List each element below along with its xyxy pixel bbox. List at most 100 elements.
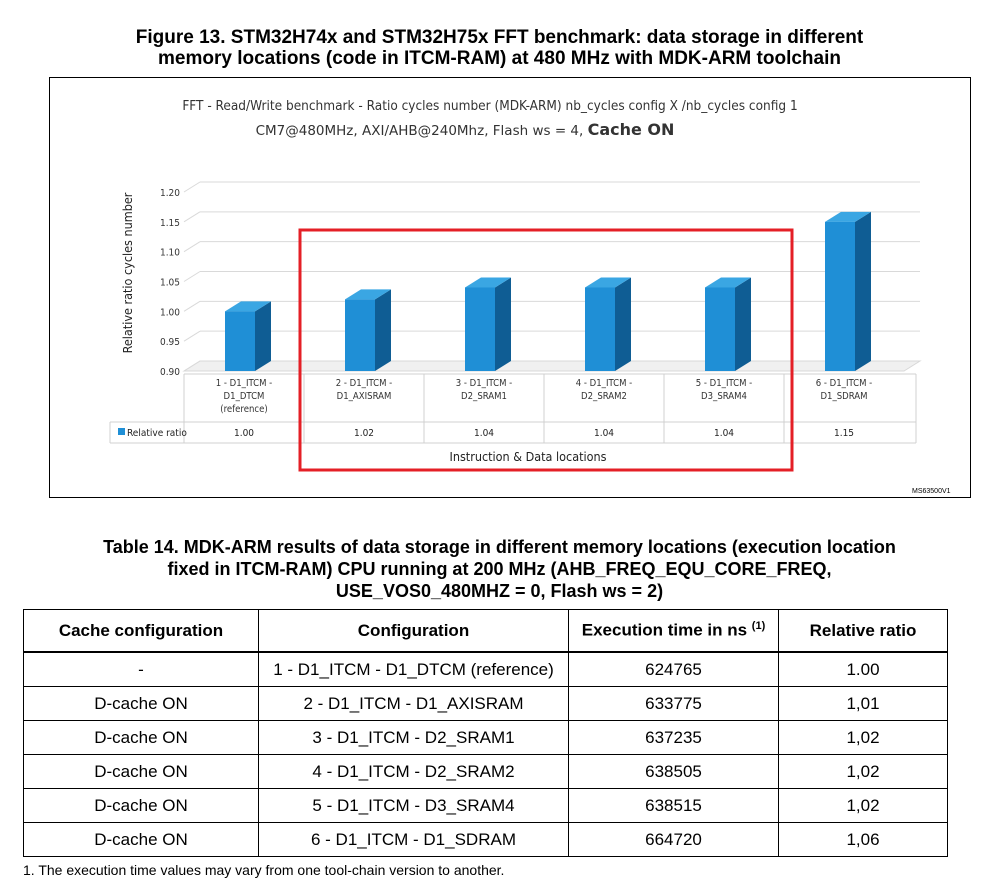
x-axis-label: Instruction & Data locations bbox=[450, 449, 607, 464]
chart-frame: FFT - Read/Write benchmark - Ratio cycle… bbox=[49, 77, 971, 498]
y-tick-label: 0.95 bbox=[160, 337, 180, 348]
grid-diagonal bbox=[183, 241, 201, 253]
table-caption-line2: fixed in ITCM-RAM) CPU running at 200 MH… bbox=[167, 559, 832, 579]
bar-chart: FFT - Read/Write benchmark - Ratio cycle… bbox=[109, 98, 922, 472]
table-row: -1 - D1_ITCM - D1_DTCM (reference) 624765… bbox=[23, 651, 948, 687]
chart-title: FFT - Read/Write benchmark - Ratio cycle… bbox=[182, 98, 797, 114]
x-tick-label: (reference) bbox=[220, 404, 267, 415]
cell-cache-configuration: D-cache ON bbox=[23, 788, 259, 823]
cell-cache-configuration: - bbox=[23, 651, 259, 687]
legend-swatch bbox=[118, 428, 125, 435]
bar-top bbox=[225, 301, 271, 312]
x-tick-label: D1_DTCM bbox=[224, 391, 265, 402]
header-relative-ratio: Relative ratio bbox=[778, 609, 948, 653]
table-row: D-cache ON 4 - D1_ITCM - D2_SRAM2 638505 1,… bbox=[23, 754, 948, 789]
grid-diagonal bbox=[183, 181, 201, 193]
bar-top bbox=[585, 277, 631, 288]
cell-configuration: 3 - D1_ITCM - D2_SRAM1 bbox=[258, 720, 569, 755]
bar-top bbox=[825, 211, 871, 222]
chart-floor bbox=[182, 360, 922, 372]
cell-execution-time: 664720 bbox=[568, 822, 779, 857]
bar bbox=[225, 311, 255, 371]
cell-relative-ratio: 1,06 bbox=[778, 822, 948, 857]
grid-diagonal bbox=[183, 271, 201, 282]
data-label: 1.15 bbox=[834, 428, 854, 439]
header-execution-time: Execution time in ns (1) bbox=[568, 609, 779, 653]
grid-diagonal bbox=[183, 330, 201, 342]
bar bbox=[345, 299, 375, 371]
cell-cache-configuration: D-cache ON bbox=[23, 822, 259, 857]
cell-cache-configuration: D-cache ON bbox=[23, 720, 259, 755]
data-label: 1.02 bbox=[354, 428, 374, 439]
table-caption-line3: USE_VOS0_480MHZ = 0, Flash ws = 2) bbox=[335, 581, 664, 601]
header-configuration: Configuration bbox=[258, 609, 569, 653]
cell-configuration: 5 - D1_ITCM - D3_SRAM4 bbox=[258, 788, 569, 823]
x-tick-label: D1_AXISRAM bbox=[337, 391, 392, 402]
data-label: 1.04 bbox=[714, 428, 734, 439]
table-row: D-cache ON 2 - D1_ITCM - D1_AXISRAM 633775… bbox=[23, 686, 948, 721]
bar-top bbox=[345, 289, 391, 300]
cell-relative-ratio: 1,01 bbox=[778, 686, 948, 721]
figure-caption-line1: Figure 13. STM32H74x and STM32H75x FFT b… bbox=[135, 27, 864, 48]
bar-side bbox=[615, 277, 631, 371]
cell-execution-time: 637235 bbox=[568, 720, 779, 755]
x-tick-label: D2_SRAM2 bbox=[581, 391, 627, 402]
figure-caption: Figure 13. STM32H74x and STM32H75x FFT b… bbox=[0, 27, 999, 69]
x-tick-label: 3 - D1_ITCM - bbox=[456, 378, 513, 389]
x-tick-label: D3_SRAM4 bbox=[701, 391, 747, 402]
y-tick-label: 1.15 bbox=[160, 218, 180, 229]
cell-configuration: 4 - D1_ITCM - D2_SRAM2 bbox=[258, 754, 569, 789]
y-tick-label: 1.00 bbox=[160, 307, 180, 318]
cell-configuration: 2 - D1_ITCM - D1_AXISRAM bbox=[258, 686, 569, 721]
table-header-row: Cache configuration Configuration Execut… bbox=[23, 609, 948, 653]
x-tick-label: D2_SRAM1 bbox=[461, 391, 507, 402]
cell-execution-time: 638505 bbox=[568, 754, 779, 789]
y-axis-label: Relative ratio cycles number bbox=[120, 192, 135, 353]
figure-id-tag: MS63500V1 bbox=[912, 488, 951, 495]
bar-side bbox=[495, 277, 511, 371]
table-row: D-cache ON 6 - D1_ITCM - D1_SDRAM 664720 1,… bbox=[23, 822, 948, 857]
table-caption: Table 14. MDK-ARM results of data storag… bbox=[0, 536, 999, 602]
grid-diagonal bbox=[183, 211, 201, 223]
bar bbox=[825, 221, 855, 371]
footnote-ref: (1) bbox=[751, 620, 766, 633]
grid-diagonal bbox=[183, 360, 201, 372]
grid-diagonal bbox=[183, 300, 201, 312]
results-table: Cache configuration Configuration Execut… bbox=[23, 609, 948, 857]
cell-relative-ratio: 1,02 bbox=[778, 754, 948, 789]
x-tick-label: 4 - D1_ITCM - bbox=[576, 378, 633, 389]
cell-relative-ratio: 1,02 bbox=[778, 788, 948, 823]
data-label: 1.04 bbox=[474, 428, 494, 439]
bar bbox=[585, 287, 615, 371]
x-tick-label: 1 - D1_ITCM - bbox=[216, 378, 273, 389]
x-tick-label: D1_SDRAM bbox=[820, 391, 867, 402]
bar-top bbox=[465, 277, 511, 288]
cell-execution-time: 624765 bbox=[568, 651, 779, 687]
cell-relative-ratio: 1,02 bbox=[778, 720, 948, 755]
chart-subtitle-text: CM7@480MHz, AXI/AHB@240Mhz, Flash ws = 4… bbox=[256, 123, 588, 139]
table-row: D-cache ON 5 - D1_ITCM - D3_SRAM4 638515 1,… bbox=[23, 788, 948, 823]
bar-side bbox=[255, 301, 271, 371]
x-tick-label: 5 - D1_ITCM - bbox=[696, 378, 753, 389]
data-label: 1.00 bbox=[234, 428, 254, 439]
header-cache-configuration: Cache configuration bbox=[23, 609, 259, 653]
cell-cache-configuration: D-cache ON bbox=[23, 686, 259, 721]
cell-configuration: 6 - D1_ITCM - D1_SDRAM bbox=[258, 822, 569, 857]
bar bbox=[705, 287, 735, 371]
bar-side bbox=[735, 277, 751, 371]
y-tick-label: 1.10 bbox=[160, 248, 180, 259]
chart-subtitle: CM7@480MHz, AXI/AHB@240Mhz, Flash ws = 4… bbox=[256, 120, 675, 139]
bar-side bbox=[375, 289, 391, 371]
cell-relative-ratio: 1.00 bbox=[778, 651, 948, 687]
y-tick-label: 1.20 bbox=[160, 188, 180, 199]
cell-configuration: 1 - D1_ITCM - D1_DTCM (reference) bbox=[258, 651, 569, 687]
table-row: D-cache ON 3 - D1_ITCM - D2_SRAM1 637235 1,… bbox=[23, 720, 948, 755]
highlight-box bbox=[298, 228, 794, 472]
footnote: 1. The execution time values may vary fr… bbox=[23, 862, 505, 878]
bar-side bbox=[855, 211, 871, 371]
y-tick-label: 0.90 bbox=[160, 367, 180, 378]
y-tick-label: 1.05 bbox=[160, 278, 180, 289]
x-tick-label: 2 - D1_ITCM - bbox=[336, 378, 393, 389]
cell-execution-time: 633775 bbox=[568, 686, 779, 721]
x-tick-label: 6 - D1_ITCM - bbox=[816, 378, 873, 389]
